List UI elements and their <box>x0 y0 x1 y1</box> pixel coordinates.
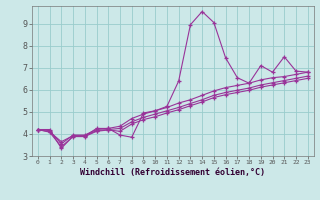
X-axis label: Windchill (Refroidissement éolien,°C): Windchill (Refroidissement éolien,°C) <box>80 168 265 177</box>
